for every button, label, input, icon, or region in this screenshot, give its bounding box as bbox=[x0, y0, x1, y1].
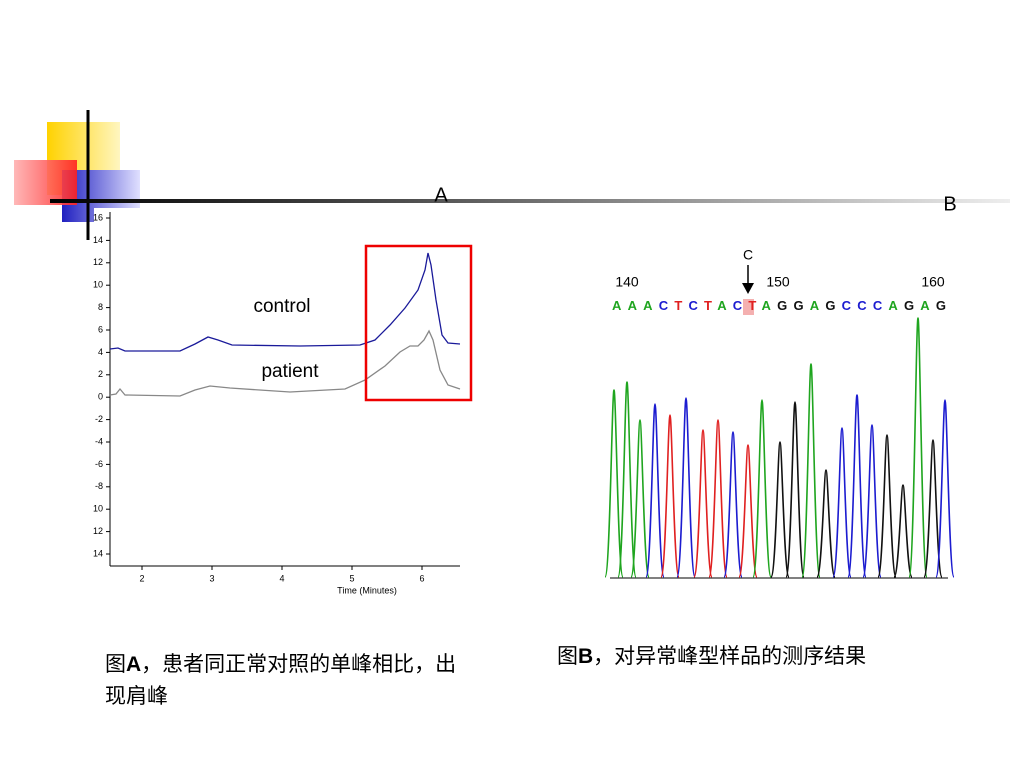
y-tick-label: 0 bbox=[98, 392, 103, 402]
position-label: 160 bbox=[921, 274, 945, 290]
position-label: 150 bbox=[766, 274, 790, 290]
trace-peak bbox=[785, 401, 805, 578]
highlight-box bbox=[364, 244, 473, 402]
trace-peak bbox=[708, 419, 728, 578]
trace-peak bbox=[816, 469, 836, 578]
trace-peak bbox=[630, 419, 650, 578]
trace-peak bbox=[923, 439, 943, 578]
y-tick-label: 12 bbox=[93, 526, 103, 536]
trace-peak bbox=[832, 427, 852, 578]
x-tick-label: 6 bbox=[419, 573, 424, 583]
mutation-highlight bbox=[743, 299, 754, 315]
caption-prefix: 图 bbox=[557, 645, 578, 668]
y-tick-label: 4 bbox=[98, 347, 103, 357]
caption-text: ，患者同正常对照的单峰相比，出现肩峰 bbox=[105, 653, 457, 708]
caption-prefix: 图 bbox=[105, 653, 126, 676]
trace-peak bbox=[617, 381, 637, 578]
plot-bg bbox=[94, 208, 464, 598]
x-axis-label: Time (Minutes) bbox=[337, 585, 397, 595]
y-tick-label: -8 bbox=[95, 481, 103, 491]
mutation-arrowhead bbox=[742, 283, 754, 294]
y-tick-label: 8 bbox=[98, 302, 103, 312]
patient-label: patient bbox=[261, 361, 319, 382]
x-tick-label: 3 bbox=[209, 573, 214, 583]
x-tick-label: 4 bbox=[279, 573, 284, 583]
y-tick-label: 14 bbox=[93, 235, 103, 245]
trace-peak bbox=[770, 441, 790, 578]
trace-peak bbox=[645, 403, 665, 578]
control-trace bbox=[109, 252, 461, 352]
deco-hline bbox=[50, 199, 1010, 203]
x-tick-label: 2 bbox=[139, 573, 144, 583]
position-label: 140 bbox=[615, 274, 639, 290]
y-tick-label: 16 bbox=[93, 212, 103, 222]
caption-b: 图B，对异常峰型样品的测序结果 bbox=[557, 641, 977, 673]
caption-label: A bbox=[126, 653, 142, 676]
y-tick-label: 14 bbox=[93, 548, 103, 558]
y-tick-label: 12 bbox=[93, 257, 103, 267]
y-tick-label: -2 bbox=[95, 414, 103, 424]
trace-peak bbox=[801, 363, 821, 578]
trace-peak bbox=[660, 414, 680, 578]
trace-peak bbox=[847, 394, 867, 578]
trace-peak bbox=[723, 431, 743, 578]
y-tick-label: -6 bbox=[95, 459, 103, 469]
mutation-label: C bbox=[743, 247, 753, 263]
trace-peak bbox=[693, 429, 713, 578]
trace-peak bbox=[893, 484, 913, 578]
caption-label: B bbox=[578, 645, 594, 668]
trace-peak bbox=[738, 444, 758, 578]
trace-peak bbox=[862, 424, 882, 578]
panel-b-letter: B bbox=[943, 193, 956, 215]
y-tick-label: 6 bbox=[98, 324, 103, 334]
y-tick-label: 2 bbox=[98, 369, 103, 379]
trace-peak bbox=[752, 399, 772, 578]
trace-peak bbox=[935, 399, 955, 578]
y-tick-label: 10 bbox=[93, 504, 103, 514]
y-tick-label: 10 bbox=[93, 280, 103, 290]
trace-peak bbox=[604, 389, 624, 578]
trace-peak bbox=[676, 397, 696, 578]
trace-peak bbox=[908, 317, 928, 578]
chromatogram: control patient Time (Minutes) 16 14 12 10 8… bbox=[93, 208, 473, 598]
x-tick-label: 5 bbox=[349, 573, 354, 583]
caption-a: 图A，患者同正常对照的单峰相比，出现肩峰 bbox=[105, 649, 475, 713]
y-tick-label: -4 bbox=[95, 436, 103, 446]
trace-peak bbox=[877, 434, 897, 578]
caption-text: ，对异常峰型样品的测序结果 bbox=[593, 645, 867, 668]
panel-a-letter: A bbox=[434, 184, 448, 206]
control-label: control bbox=[253, 296, 310, 317]
deco-red bbox=[14, 160, 77, 205]
